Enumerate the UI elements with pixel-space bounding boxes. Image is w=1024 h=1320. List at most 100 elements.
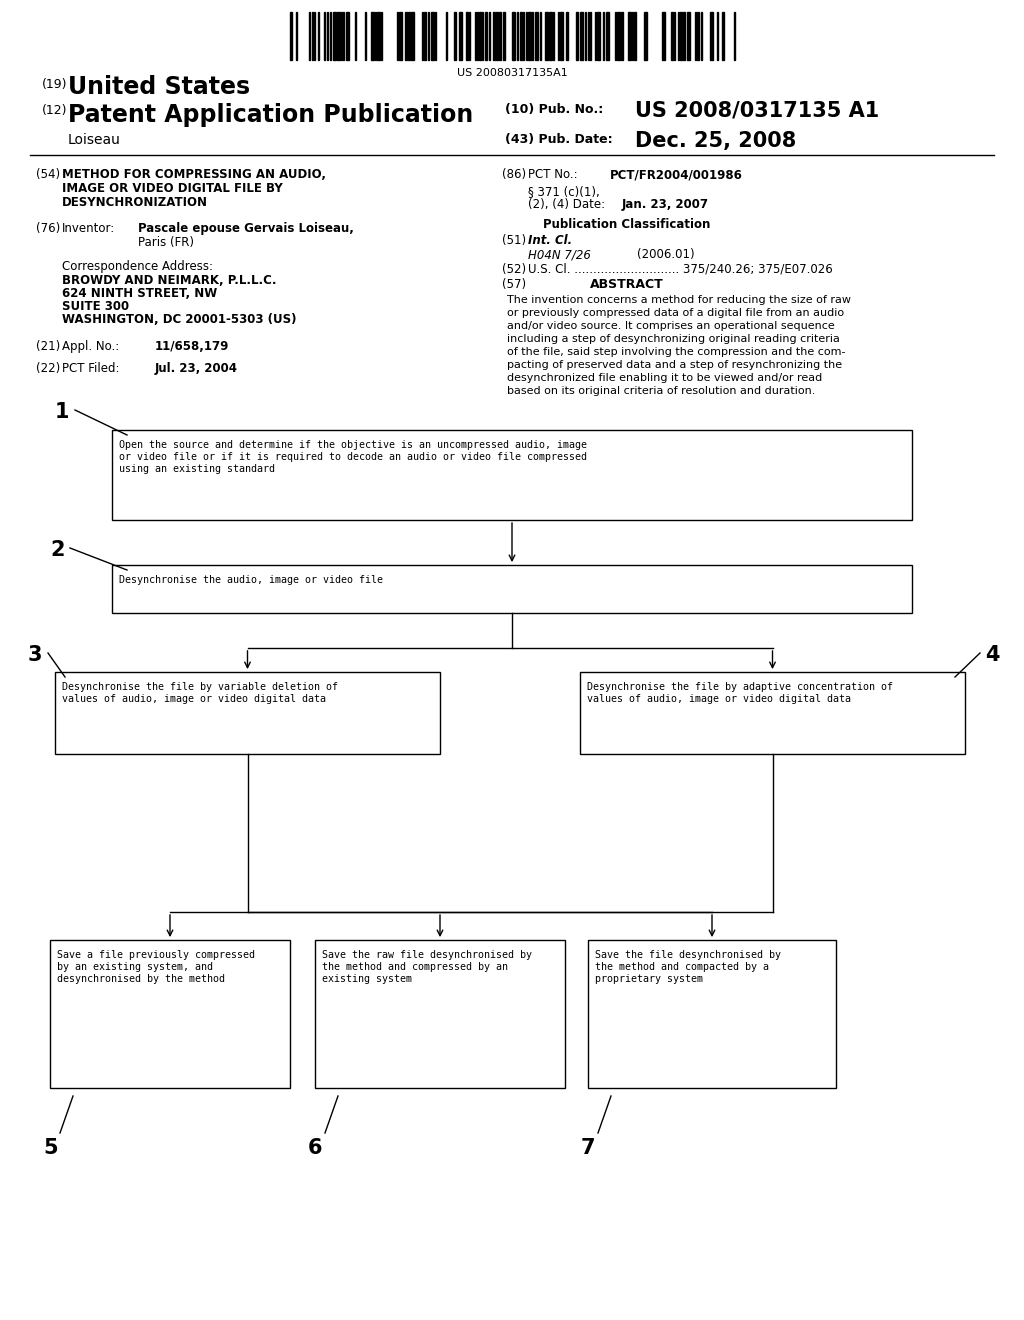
Bar — [377, 12, 380, 59]
Text: Desynchronise the file by variable deletion of: Desynchronise the file by variable delet… — [62, 682, 338, 692]
Bar — [411, 12, 414, 59]
Bar — [406, 12, 407, 59]
Text: US 2008/0317135 A1: US 2008/0317135 A1 — [635, 102, 880, 121]
Text: Desynchronise the audio, image or video file: Desynchronise the audio, image or video … — [119, 576, 383, 585]
Text: Save the file desynchronised by: Save the file desynchronised by — [595, 950, 781, 960]
Bar — [549, 12, 552, 59]
Text: 3: 3 — [28, 645, 43, 665]
Bar — [459, 12, 462, 59]
Text: existing system: existing system — [322, 974, 412, 983]
Text: (19): (19) — [42, 78, 68, 91]
Text: (21): (21) — [36, 341, 60, 352]
Text: METHOD FOR COMPRESSING AN AUDIO,: METHOD FOR COMPRESSING AN AUDIO, — [62, 168, 326, 181]
Bar — [337, 12, 340, 59]
Text: PCT/FR2004/001986: PCT/FR2004/001986 — [610, 168, 742, 181]
Text: § 371 (c)(1),: § 371 (c)(1), — [528, 185, 600, 198]
Text: and/or video source. It comprises an operational sequence: and/or video source. It comprises an ope… — [507, 321, 835, 331]
Text: (12): (12) — [42, 104, 68, 117]
Text: (2006.01): (2006.01) — [637, 248, 694, 261]
Text: proprietary system: proprietary system — [595, 974, 703, 983]
Text: Save the raw file desynchronised by: Save the raw file desynchronised by — [322, 950, 532, 960]
Text: (57): (57) — [502, 279, 526, 290]
Text: PCT No.:: PCT No.: — [528, 168, 578, 181]
Bar — [371, 12, 374, 59]
Bar — [722, 12, 724, 59]
Text: Publication Classification: Publication Classification — [544, 218, 711, 231]
Bar — [566, 12, 568, 59]
Text: PCT Filed:: PCT Filed: — [62, 362, 120, 375]
Bar — [55, 672, 440, 754]
Text: desynchronized file enabling it to be viewed and/or read: desynchronized file enabling it to be vi… — [507, 374, 822, 383]
Bar — [662, 12, 665, 59]
Text: using an existing standard: using an existing standard — [119, 465, 275, 474]
Text: the method and compressed by an: the method and compressed by an — [322, 962, 508, 972]
Bar — [628, 12, 631, 59]
Bar — [535, 12, 538, 59]
Bar — [580, 672, 965, 754]
Text: including a step of desynchronizing original reading criteria: including a step of desynchronizing orig… — [507, 334, 840, 345]
Bar — [485, 12, 487, 59]
Text: based on its original criteria of resolution and duration.: based on its original criteria of resolu… — [507, 385, 815, 396]
Bar — [528, 12, 531, 59]
Bar — [687, 12, 690, 59]
Text: Paris (FR): Paris (FR) — [138, 236, 194, 249]
Bar — [290, 12, 292, 59]
Text: Loiseau: Loiseau — [68, 133, 121, 147]
Text: values of audio, image or video digital data: values of audio, image or video digital … — [587, 694, 851, 704]
Text: (51): (51) — [502, 234, 526, 247]
Bar — [346, 12, 349, 59]
Text: (54): (54) — [36, 168, 60, 181]
Bar — [112, 565, 912, 612]
Text: (10) Pub. No.:: (10) Pub. No.: — [505, 103, 603, 116]
Text: pacting of preserved data and a step of resynchronizing the: pacting of preserved data and a step of … — [507, 360, 842, 370]
Bar — [588, 940, 836, 1088]
Text: Jul. 23, 2004: Jul. 23, 2004 — [155, 362, 238, 375]
Bar — [512, 12, 515, 59]
Bar — [580, 12, 583, 59]
Text: Correspondence Address:: Correspondence Address: — [62, 260, 213, 273]
Text: 5: 5 — [43, 1138, 57, 1158]
Bar — [697, 12, 699, 59]
Text: Save a file previously compressed: Save a file previously compressed — [57, 950, 255, 960]
Text: Open the source and determine if the objective is an uncompressed audio, image: Open the source and determine if the obj… — [119, 440, 587, 450]
Bar — [431, 12, 434, 59]
Text: Pascale epouse Gervais Loiseau,: Pascale epouse Gervais Loiseau, — [138, 222, 354, 235]
Text: ABSTRACT: ABSTRACT — [590, 279, 664, 290]
Bar — [333, 12, 336, 59]
Text: US 20080317135A1: US 20080317135A1 — [457, 69, 567, 78]
Bar — [479, 12, 481, 59]
Text: by an existing system, and: by an existing system, and — [57, 962, 213, 972]
Text: DESYNCHRONIZATION: DESYNCHRONIZATION — [62, 195, 208, 209]
Bar — [408, 12, 410, 59]
Text: IMAGE OR VIDEO DIGITAL FILE BY: IMAGE OR VIDEO DIGITAL FILE BY — [62, 182, 283, 195]
Text: or video file or if it is required to decode an audio or video file compressed: or video file or if it is required to de… — [119, 451, 587, 462]
Text: The invention concerns a method for reducing the size of raw: The invention concerns a method for redu… — [507, 294, 851, 305]
Text: 2: 2 — [50, 540, 65, 560]
Text: Appl. No.:: Appl. No.: — [62, 341, 119, 352]
Bar — [499, 12, 501, 59]
Text: Jan. 23, 2007: Jan. 23, 2007 — [622, 198, 709, 211]
Text: H04N 7/26: H04N 7/26 — [528, 248, 591, 261]
Text: 6: 6 — [308, 1138, 323, 1158]
Text: Inventor:: Inventor: — [62, 222, 116, 235]
Text: (43) Pub. Date:: (43) Pub. Date: — [505, 133, 612, 147]
Bar — [454, 12, 456, 59]
Bar — [496, 12, 498, 59]
Bar — [710, 12, 713, 59]
Text: desynchronised by the method: desynchronised by the method — [57, 974, 225, 983]
Text: U.S. Cl. ............................ 375/240.26; 375/E07.026: U.S. Cl. ............................ 37… — [528, 263, 833, 276]
Text: the method and compacted by a: the method and compacted by a — [595, 962, 769, 972]
Bar — [112, 430, 912, 520]
Text: 4: 4 — [985, 645, 999, 665]
Text: (22): (22) — [36, 362, 60, 375]
Bar — [520, 12, 522, 59]
Text: 7: 7 — [581, 1138, 596, 1158]
Bar — [617, 12, 620, 59]
Text: (86): (86) — [502, 168, 526, 181]
Bar — [545, 12, 548, 59]
Text: WASHINGTON, DC 20001-5303 (US): WASHINGTON, DC 20001-5303 (US) — [62, 313, 297, 326]
Bar — [399, 12, 402, 59]
Bar — [597, 12, 600, 59]
Text: 1: 1 — [55, 403, 70, 422]
Text: of the file, said step involving the compression and the com-: of the file, said step involving the com… — [507, 347, 846, 356]
